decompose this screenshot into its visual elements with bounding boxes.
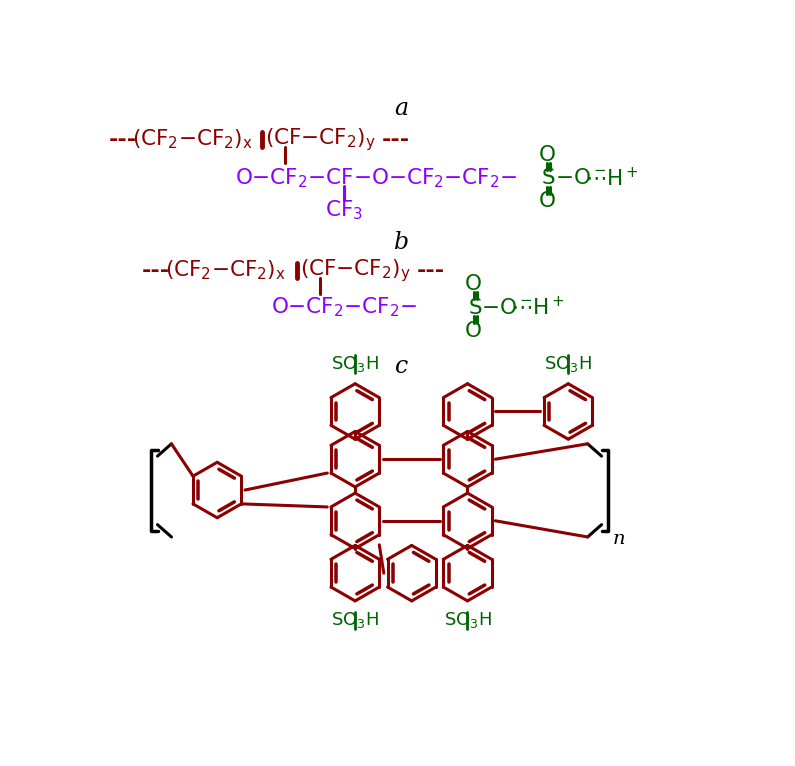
Text: $\mathsf{SO_3H}$: $\mathsf{SO_3H}$ — [444, 611, 491, 630]
Text: ---: --- — [109, 129, 137, 149]
Text: c: c — [395, 355, 409, 378]
Text: $\mathsf{SO_3H}$: $\mathsf{SO_3H}$ — [545, 355, 592, 375]
Text: ---: --- — [417, 260, 444, 280]
Text: $\mathsf{(CF{-}CF_2)_y}$: $\mathsf{(CF{-}CF_2)_y}$ — [266, 126, 376, 153]
Text: $\mathsf{\cdots H^+}$: $\mathsf{\cdots H^+}$ — [584, 166, 638, 190]
Text: n: n — [612, 529, 625, 548]
Text: O: O — [465, 274, 483, 294]
Text: b: b — [394, 231, 409, 254]
Text: $\mathsf{O{-}CF_2{-}CF_2{-}}$: $\mathsf{O{-}CF_2{-}CF_2{-}}$ — [271, 296, 417, 319]
Text: $\mathsf{SO_3H}$: $\mathsf{SO_3H}$ — [332, 355, 379, 375]
Text: $\mathsf{CF_3}$: $\mathsf{CF_3}$ — [325, 198, 363, 222]
Text: $\mathsf{SO_3H}$: $\mathsf{SO_3H}$ — [332, 611, 379, 630]
Text: $\mathsf{{-}O^-}$: $\mathsf{{-}O^-}$ — [482, 297, 533, 318]
Text: $\mathsf{{-}O^-}$: $\mathsf{{-}O^-}$ — [555, 169, 606, 188]
Text: ---: --- — [142, 260, 170, 280]
Text: S: S — [468, 297, 482, 318]
Text: O: O — [539, 192, 556, 211]
Text: $\mathsf{\cdots H^+}$: $\mathsf{\cdots H^+}$ — [511, 296, 564, 319]
Text: $\mathsf{(CF_2{-}CF_2)_x}$: $\mathsf{(CF_2{-}CF_2)_x}$ — [132, 128, 253, 152]
Text: O: O — [465, 321, 483, 341]
Text: ---: --- — [382, 129, 409, 149]
Text: $\mathsf{O{-}CF_2{-}CF{-}O{-}CF_2{-}CF_2{-}}$: $\mathsf{O{-}CF_2{-}CF{-}O{-}CF_2{-}CF_2… — [235, 166, 518, 190]
Text: O: O — [539, 145, 556, 165]
Text: $\mathsf{(CF_2{-}CF_2)_x}$: $\mathsf{(CF_2{-}CF_2)_x}$ — [165, 259, 286, 283]
Text: $\mathsf{(CF{-}CF_2)_y}$: $\mathsf{(CF{-}CF_2)_y}$ — [300, 257, 411, 284]
Text: a: a — [394, 97, 409, 120]
Text: S: S — [542, 169, 556, 188]
